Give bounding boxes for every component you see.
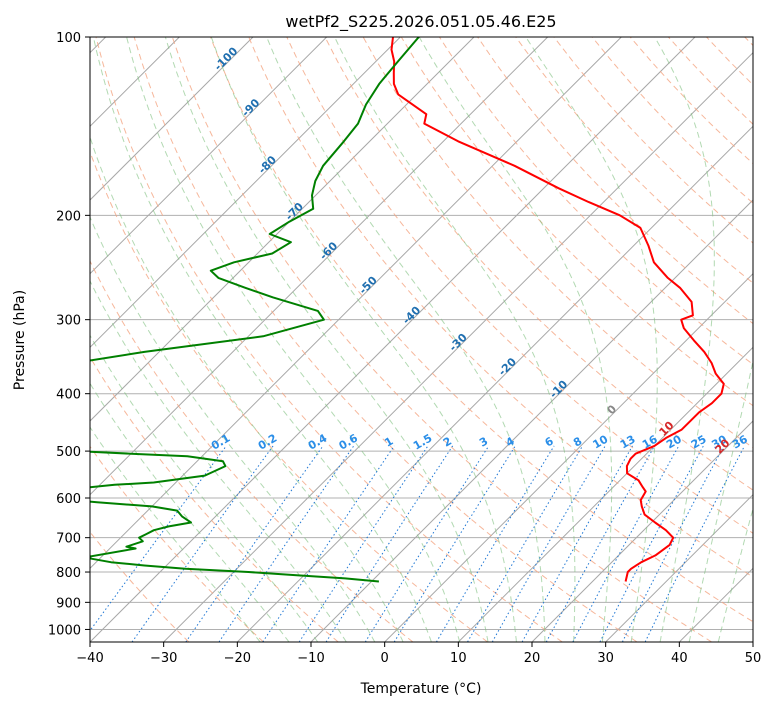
x-tick-label: −20 [224,651,251,666]
dry-adiabat-line [96,37,562,642]
mixing-ratio-line [522,446,632,642]
mixing-ratio-label: 13 [618,433,638,452]
y-axis-label: Pressure (hPa) [12,290,28,390]
y-tick-label: 1000 [48,623,81,638]
moist-adiabat-line [39,37,375,642]
moist-adiabat-line [165,37,488,642]
y-tick-label: 700 [56,532,81,547]
y-tick-label: 600 [56,492,81,507]
isotherm-line [532,37,775,642]
dry-adiabat-line [0,37,264,642]
dry-adiabat-line [668,37,775,642]
x-tick-label: −30 [150,651,177,666]
x-tick-label: −10 [297,651,324,666]
isotherm-label: 30 [770,453,775,473]
x-axis: −40 −30 −20 −10 0 10 20 30 40 50 [76,642,761,666]
mixing-ratio-line [645,446,744,642]
isotherm-line [0,37,327,642]
isotherm-line [90,37,695,642]
y-axis: 100 200 300 400 500 600 700 800 900 1000 [48,31,90,638]
y-tick-label: 100 [56,31,81,46]
mixing-ratio-label: 36 [730,432,750,451]
isotherm-line [311,37,775,642]
dry-adiabat-line [745,37,775,642]
y-tick-label: 500 [56,445,81,460]
dry-adiabat-line [707,37,775,642]
mixing-ratio-label: 1.5 [411,432,434,453]
dry-adiabat-line [0,37,338,642]
x-tick-label: 50 [745,651,762,666]
mixing-ratio-line [600,446,704,642]
dry-adiabat-line [592,37,775,642]
isotherm-line [385,37,775,642]
dry-adiabat-line [478,37,775,642]
mixing-ratio-line [468,446,583,642]
x-tick-label: 10 [450,651,467,666]
mixing-ratio-line [219,446,354,642]
isotherm-label: -30 [447,331,470,354]
mixing-ratio-line [546,446,654,642]
mixing-ratio-line [394,446,515,642]
isotherm-label: -90 [239,96,262,119]
dry-adiabat-line [0,37,189,642]
mixing-ratio-label: 25 [689,433,709,452]
y-tick-label: 400 [56,388,81,403]
moist-adiabat-line [0,37,260,642]
dry-adiabat-line [516,37,775,642]
mixing-ratio-label: 0.4 [306,431,330,452]
isotherm-label: -40 [400,304,423,327]
y-tick-label: 900 [56,596,81,611]
isotherm-line [0,37,253,642]
y-tick-label: 200 [56,209,81,224]
x-tick-label: 40 [671,651,688,666]
moist-adiabat-line [0,37,318,642]
x-tick-label: 30 [597,651,614,666]
dry-adiabat-line [134,37,637,642]
mixing-ratio-label: 10 [590,432,610,451]
mixing-ratio-line [326,446,453,642]
mixing-ratio-line [263,446,395,642]
isotherm-label: -60 [317,239,340,262]
moist-adiabat-line [718,37,775,642]
mixing-ratio-label: 8 [571,435,584,450]
chart-title: wetPf2_S225.2026.051.05.46.E25 [285,12,556,32]
isotherm-line [16,37,621,642]
isotherm-label: -10 [547,377,570,400]
x-axis-label: Temperature (°C) [360,681,482,697]
x-tick-label: 20 [524,651,541,666]
mixing-ratio-label: 1 [382,435,395,450]
moist-adiabat-line [419,37,612,642]
mixing-ratio-line [436,446,554,642]
y-tick-label: 300 [56,314,81,329]
isotherm-line [458,37,775,642]
mixing-ratio-label: 3 [477,435,490,450]
moist-adiabat-line [211,37,516,642]
mixing-ratio-label: 0.1 [209,432,232,453]
isotherm-line [753,37,775,642]
y-tick-label: 800 [56,566,81,581]
moist-adiabat-line [689,37,775,642]
moist-adiabat-line [655,37,715,642]
mixing-ratio-line [365,446,489,642]
moist-adiabat-line [93,37,431,642]
isotherm-line [0,37,400,642]
isotherm-label: -20 [496,355,519,378]
x-tick-label: 0 [381,651,389,666]
mixing-ratio-label: 6 [543,434,556,449]
x-tick-label: −40 [76,651,103,666]
mixing-ratio-line [573,446,679,642]
moist-adiabat-line [526,37,658,642]
